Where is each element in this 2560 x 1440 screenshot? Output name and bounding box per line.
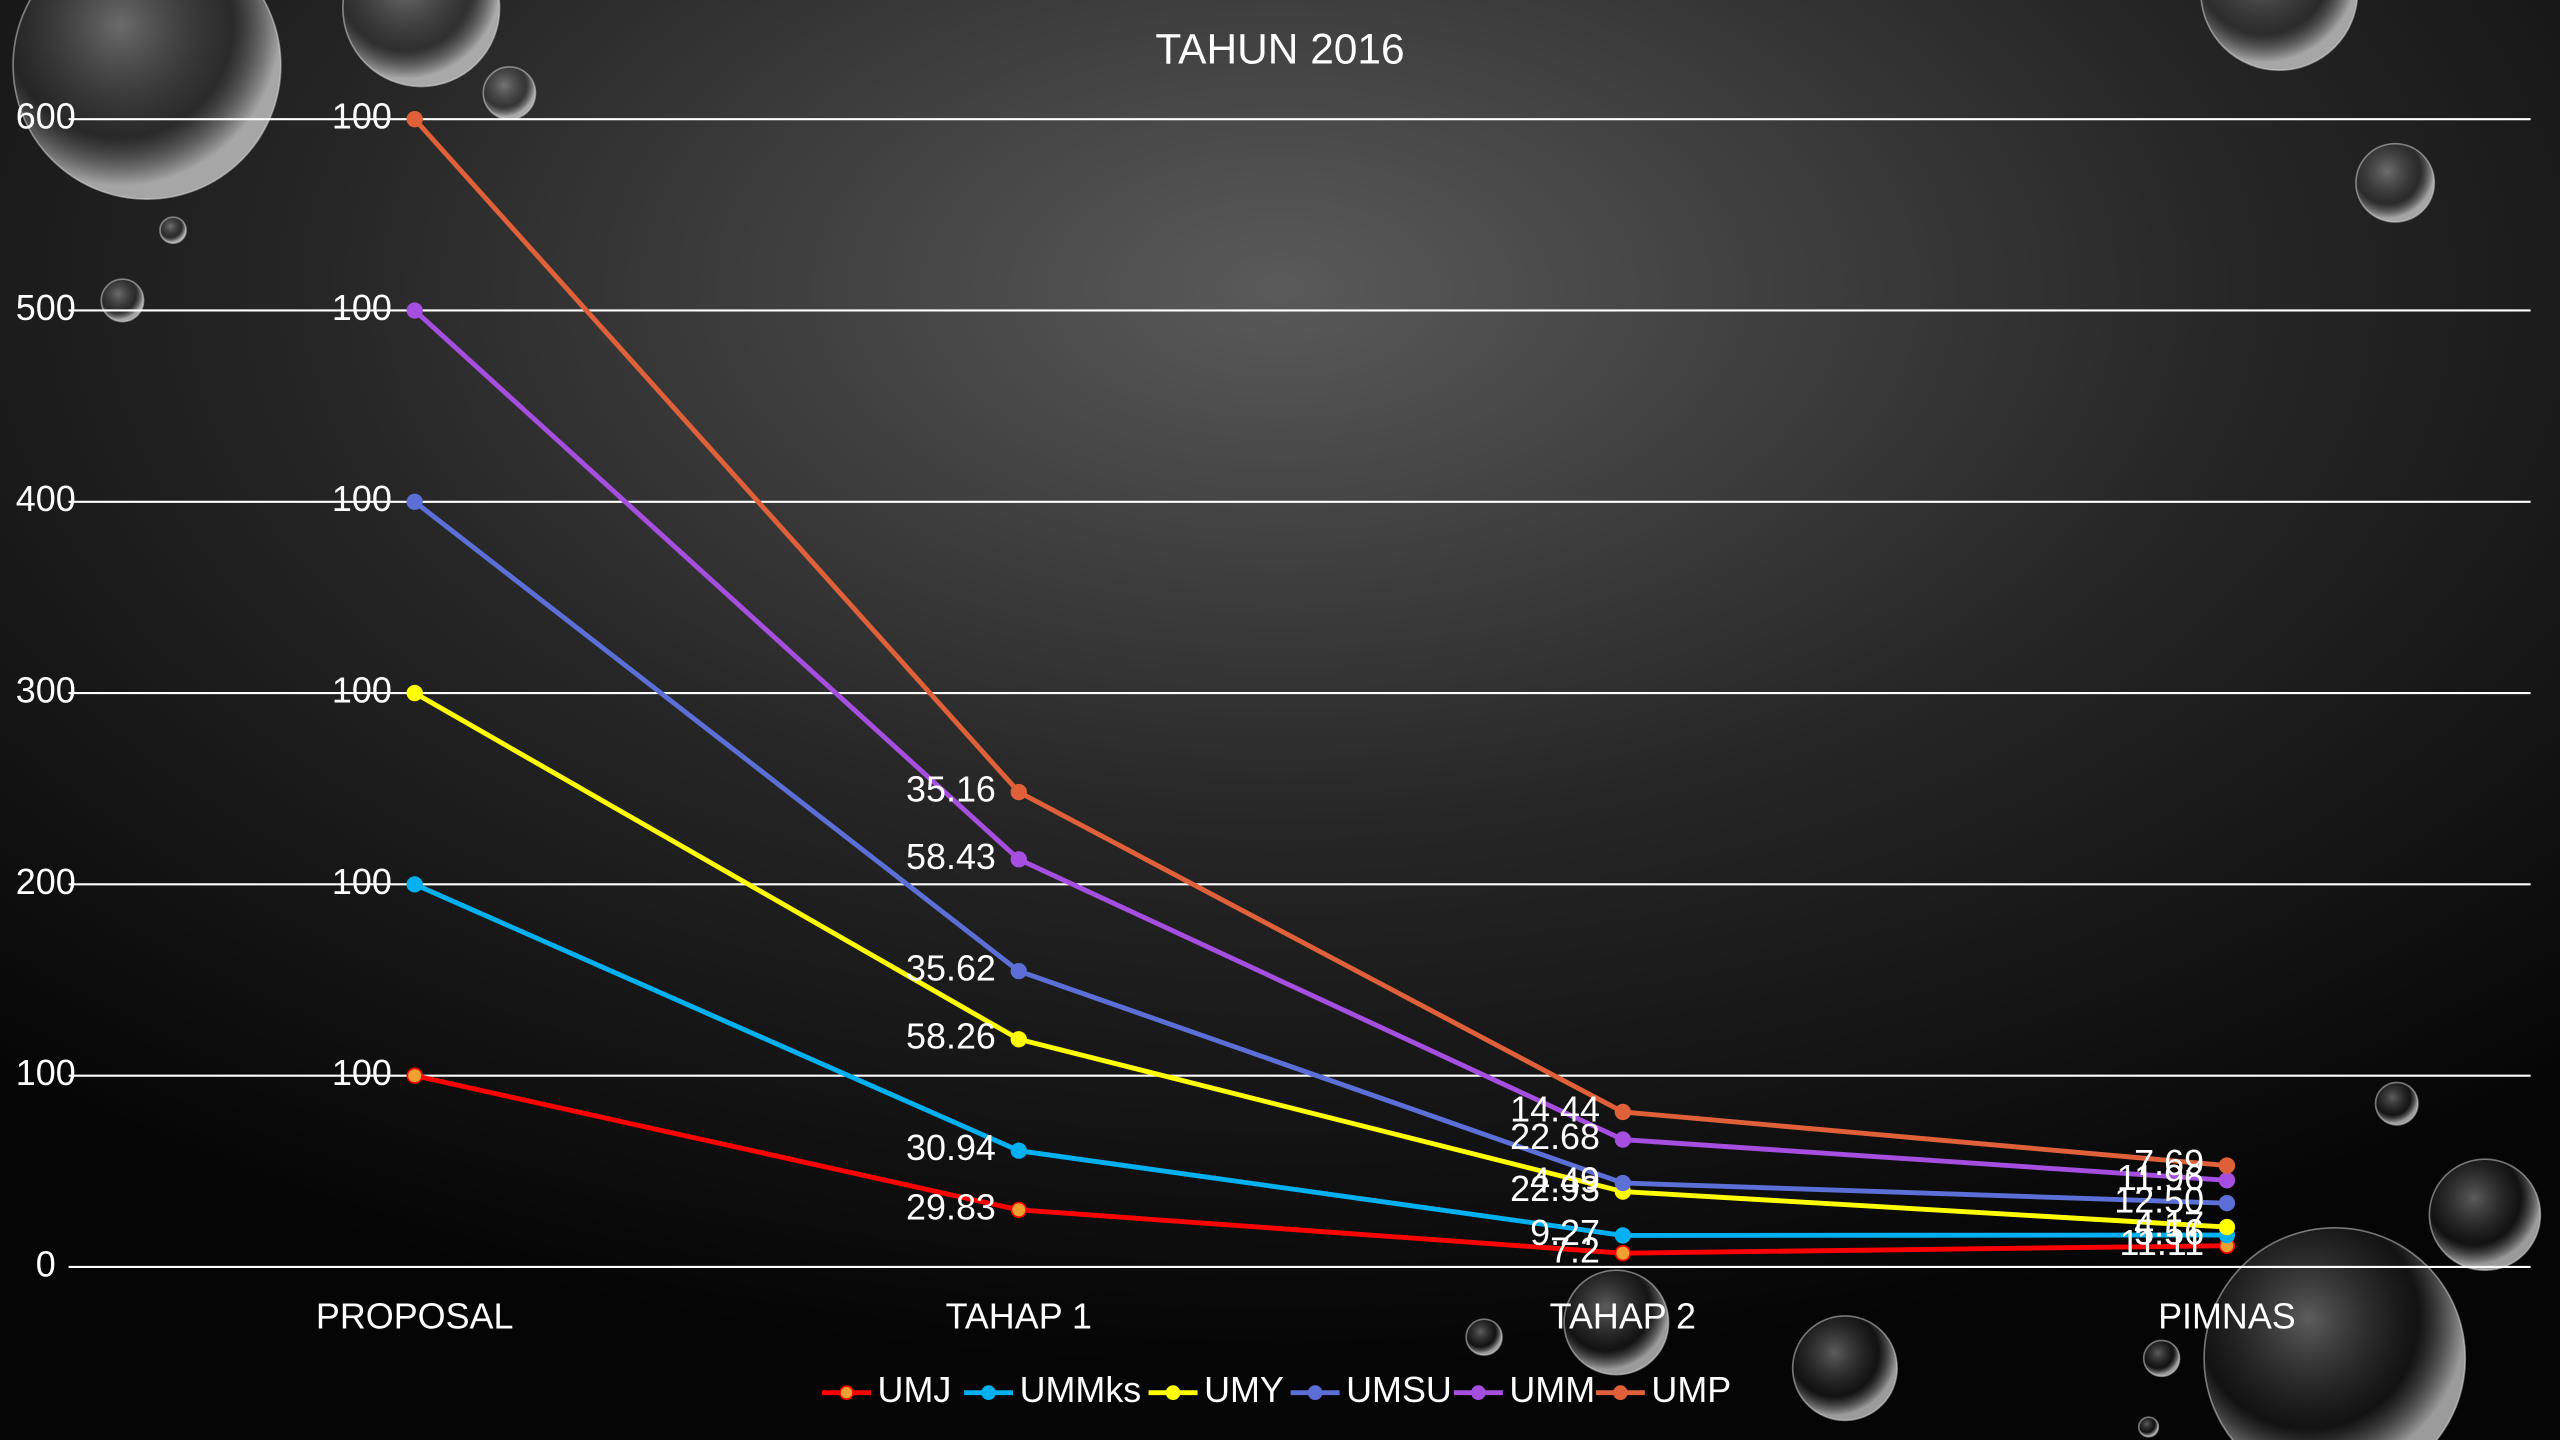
x-tick-label: PIMNAS <box>2158 1296 2296 1337</box>
data-point <box>1614 1131 1632 1148</box>
x-tick-label: TAHAP 2 <box>1550 1296 1696 1337</box>
series-line <box>414 1073 2227 1256</box>
data-label: 4.49 <box>1530 1159 1600 1200</box>
data-point <box>406 493 423 510</box>
data-point <box>1010 1031 1027 1048</box>
series-line <box>413 499 2228 1206</box>
data-label: 22.93 <box>1510 1168 1600 1209</box>
data-label: 14.44 <box>1510 1088 1600 1129</box>
data-label: 100 <box>332 287 392 328</box>
data-point <box>406 1067 423 1084</box>
legend-label: UMM <box>1509 1369 1595 1410</box>
series-line <box>412 117 2228 1169</box>
series-line <box>413 690 2228 1230</box>
y-tick-label: 0 <box>36 1243 56 1284</box>
data-label: 11.96 <box>2117 1157 2204 1198</box>
legend-marker <box>1613 1385 1628 1400</box>
data-label: 58.26 <box>906 1016 996 1057</box>
legend: UMJ UMMks UMY UMSU UMM UMP <box>822 1369 1731 1410</box>
data-point <box>1010 1201 1027 1219</box>
x-tick-label: PROPOSAL <box>316 1296 514 1337</box>
data-point <box>2218 1172 2236 1189</box>
legend-marker <box>839 1385 854 1400</box>
data-point <box>406 684 423 702</box>
legend-marker <box>1471 1385 1486 1400</box>
data-point <box>406 302 423 319</box>
data-label: 58.43 <box>906 836 996 877</box>
y-tick-label: 300 <box>16 670 76 711</box>
data-point <box>1614 1227 1632 1244</box>
data-label: 100 <box>332 96 392 137</box>
data-point <box>406 111 423 128</box>
y-tick-label: 600 <box>16 96 76 137</box>
y-tick-label: 500 <box>16 287 76 328</box>
legend-label: UMJ <box>878 1369 952 1410</box>
y-tick-label: 400 <box>16 478 76 519</box>
data-label: 7.69 <box>2134 1142 2204 1183</box>
legend-marker <box>1307 1385 1323 1400</box>
data-label: 100 <box>332 861 392 902</box>
data-label: 11.11 <box>2120 1222 2205 1263</box>
data-point <box>1010 783 1027 801</box>
series-line <box>413 882 2227 1238</box>
data-label: 35.62 <box>906 948 996 989</box>
x-tick-label: TAHAP 1 <box>946 1296 1092 1337</box>
series-line <box>413 308 2228 1183</box>
data-label: 35.16 <box>906 769 996 810</box>
legend-label: UMSU <box>1346 1369 1452 1410</box>
y-tick-label: 200 <box>16 861 76 902</box>
data-point <box>1010 851 1027 868</box>
legend-label: UMMks <box>1020 1369 1142 1410</box>
data-point <box>1614 1103 1632 1121</box>
data-point <box>1614 1174 1632 1192</box>
chart-title: TAHUN 2016 <box>1155 25 1404 72</box>
data-label: 30.94 <box>906 1127 996 1168</box>
data-label: 100 <box>332 478 392 519</box>
data-point <box>1614 1245 1632 1262</box>
data-label: 9.27 <box>1530 1212 1600 1253</box>
data-label: 29.83 <box>906 1186 996 1227</box>
data-point <box>2218 1194 2236 1212</box>
legend-marker <box>981 1385 996 1400</box>
data-label: 7.2 <box>1550 1230 1600 1271</box>
data-point <box>2218 1157 2236 1174</box>
data-label: 4.17 <box>2134 1204 2204 1245</box>
data-point <box>2218 1218 2236 1236</box>
data-label: 12.50 <box>2114 1180 2204 1221</box>
legend-label: UMY <box>1204 1369 1284 1410</box>
legend-marker <box>1165 1385 1181 1400</box>
data-label: 100 <box>332 1052 392 1093</box>
y-tick-label: 100 <box>16 1052 76 1093</box>
data-point <box>1010 962 1027 980</box>
data-point <box>1010 1142 1027 1159</box>
data-point <box>406 876 423 893</box>
legend-label: UMP <box>1651 1369 1731 1410</box>
data-label: 5.56 <box>2134 1212 2204 1253</box>
data-label: 100 <box>332 670 392 711</box>
bubbles <box>12 0 2542 1440</box>
data-label: 22.68 <box>1510 1116 1600 1157</box>
